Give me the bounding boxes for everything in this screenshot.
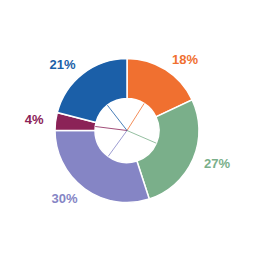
svg-text:21%: 21%: [49, 57, 75, 72]
svg-text:27%: 27%: [204, 156, 230, 171]
svg-text:30%: 30%: [52, 191, 78, 206]
svg-text:18%: 18%: [172, 52, 198, 67]
svg-text:4%: 4%: [25, 112, 44, 127]
